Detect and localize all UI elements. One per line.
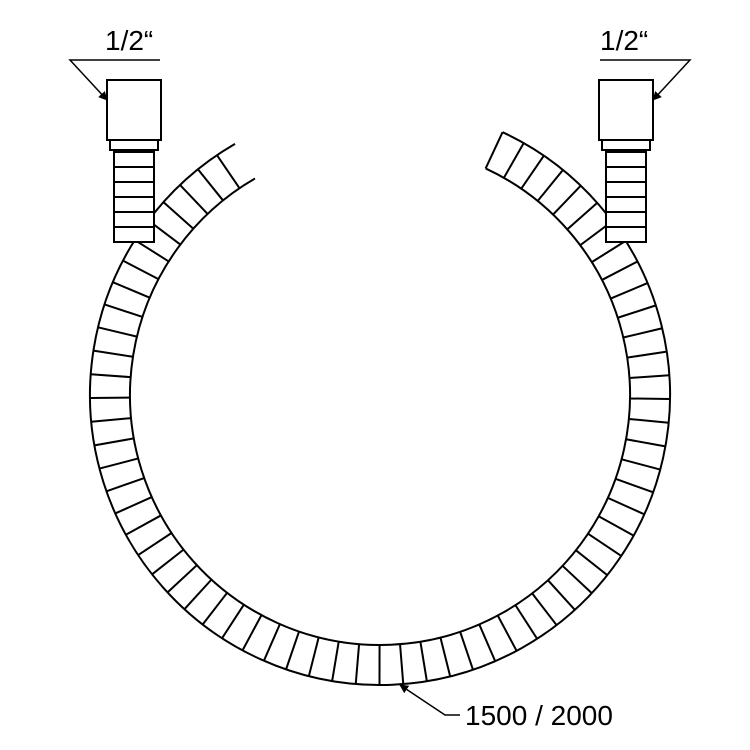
length-callout: 1500 / 2000 [400,685,613,731]
left-fitting-label: 1/2“ [105,25,153,56]
right-connector [599,80,653,242]
hose-loop [90,132,670,685]
length-callout-line [400,685,460,715]
left-connector [107,80,161,242]
length-label: 1500 / 2000 [465,700,613,731]
hose-technical-drawing: 1/2“ 1/2“ 1500 / 2000 [0,0,750,750]
right-fitting-label: 1/2“ [600,25,648,56]
